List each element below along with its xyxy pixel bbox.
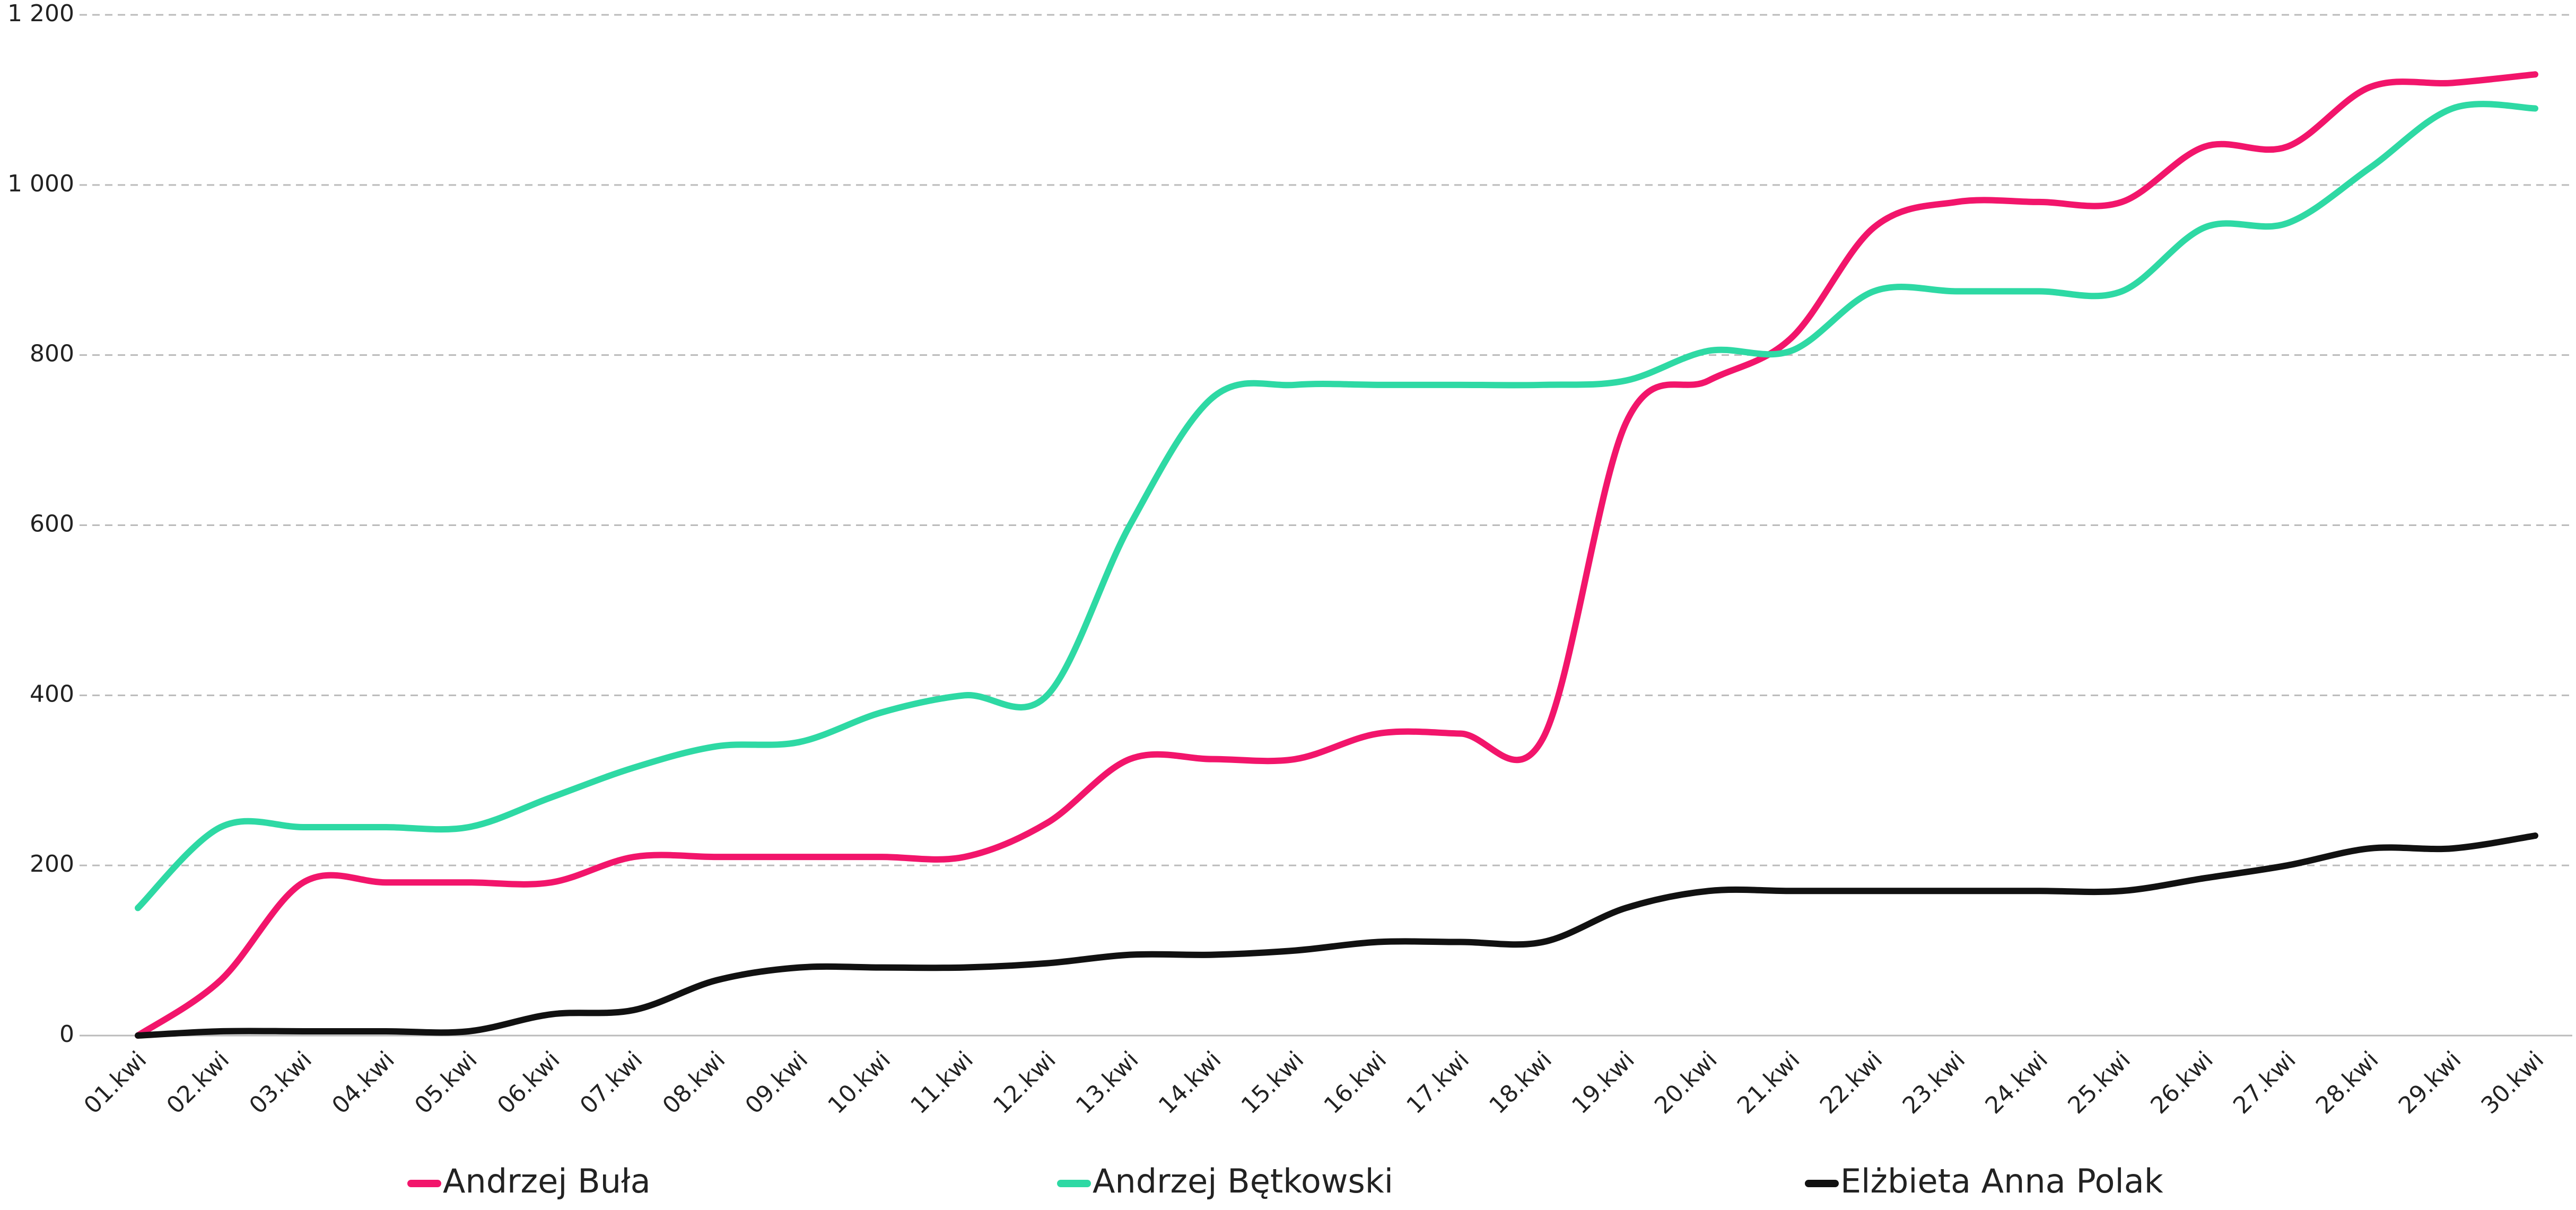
x-tick-label: 24.kwi [1980, 1046, 2053, 1119]
series-line [135, 101, 2538, 911]
x-tick-label: 27.kwi [2228, 1046, 2301, 1119]
y-tick-label: 800 [30, 340, 74, 367]
y-tick-label: 200 [30, 850, 74, 878]
x-tick-label: 05.kwi [409, 1046, 483, 1119]
legend-label: Andrzej Bętkowski [1093, 1162, 1393, 1200]
x-tick-label: 13.kwi [1071, 1046, 1144, 1119]
x-tick-label: 29.kwi [2394, 1046, 2467, 1119]
x-tick-label: 06.kwi [492, 1046, 565, 1119]
x-tick-label: 25.kwi [2063, 1046, 2136, 1119]
x-tick-label: 02.kwi [161, 1046, 234, 1119]
x-tick-label: 19.kwi [1567, 1046, 1640, 1119]
y-tick-label: 400 [30, 680, 74, 707]
y-tick-label: 0 [59, 1021, 74, 1048]
x-tick-label: 22.kwi [1815, 1046, 1888, 1119]
y-tick-label: 600 [30, 511, 74, 538]
x-tick-label: 03.kwi [244, 1046, 317, 1119]
x-tick-label: 30.kwi [2476, 1046, 2549, 1119]
legend-label: Elżbieta Anna Polak [1840, 1162, 2163, 1200]
x-tick-label: 28.kwi [2311, 1046, 2384, 1119]
x-tick-label: 11.kwi [905, 1046, 979, 1119]
x-tick-label: 16.kwi [1319, 1046, 1392, 1119]
series-line [135, 71, 2538, 1039]
x-tick-label: 08.kwi [658, 1046, 731, 1119]
y-tick-label: 1 000 [7, 170, 74, 197]
x-tick-label: 26.kwi [2145, 1046, 2219, 1119]
x-tick-label: 14.kwi [1154, 1046, 1227, 1119]
legend-label: Andrzej Buła [443, 1162, 651, 1200]
x-tick-label: 20.kwi [1649, 1046, 1723, 1119]
x-tick-label: 09.kwi [740, 1046, 814, 1119]
x-tick-label: 18.kwi [1484, 1046, 1557, 1119]
x-tick-label: 17.kwi [1401, 1046, 1474, 1119]
x-tick-label: 04.kwi [327, 1046, 400, 1119]
x-tick-label: 15.kwi [1236, 1046, 1309, 1119]
x-tick-label: 21.kwi [1732, 1046, 1805, 1119]
x-tick-label: 07.kwi [575, 1046, 648, 1119]
x-tick-label: 01.kwi [79, 1046, 152, 1119]
series-line [135, 832, 2538, 1039]
x-tick-label: 12.kwi [988, 1046, 1061, 1119]
x-tick-label: 10.kwi [823, 1046, 896, 1119]
x-tick-label: 23.kwi [1898, 1046, 1971, 1119]
y-tick-label: 1 200 [7, 0, 74, 27]
